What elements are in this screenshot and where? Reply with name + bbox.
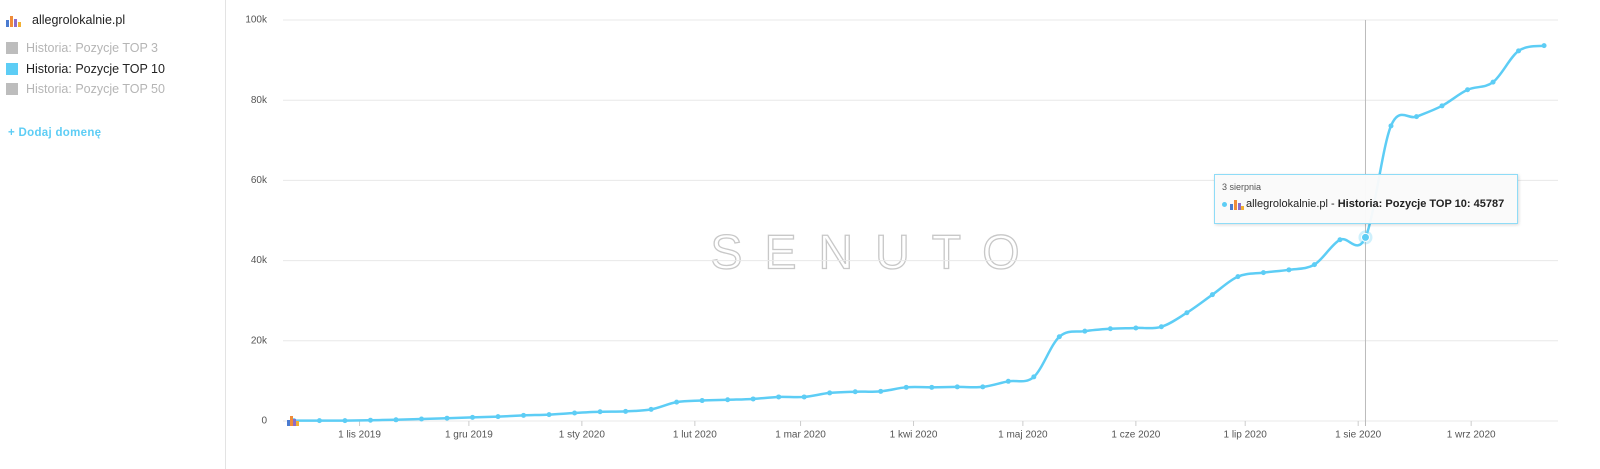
data-point [1133, 325, 1139, 331]
data-point [597, 409, 603, 415]
x-tick-label: 1 lip 2020 [1224, 430, 1268, 441]
data-point [1337, 237, 1343, 243]
domain-icon [6, 16, 21, 27]
data-point [418, 416, 424, 422]
x-tick-label: 1 cze 2020 [1111, 430, 1160, 441]
x-tick-label: 1 lis 2019 [338, 430, 381, 441]
sidebar: allegrolokalnie.pl Historia: Pozycje TOP… [0, 0, 226, 469]
legend-label: Historia: Pozycje TOP 3 [26, 41, 159, 55]
data-point [1184, 310, 1190, 316]
data-point [1311, 262, 1317, 268]
x-tick-label: 1 lut 2020 [673, 430, 717, 441]
domain-row[interactable]: allegrolokalnie.pl [6, 13, 125, 27]
origin-icon [287, 420, 290, 426]
data-point [1465, 87, 1471, 93]
x-tick-label: 1 gru 2019 [445, 430, 493, 441]
data-point [980, 384, 986, 390]
x-tick-label: 1 maj 2020 [998, 430, 1048, 441]
watermark: SENUTO [710, 227, 1041, 280]
add-domain-link[interactable]: + Dodaj domenę [8, 127, 102, 139]
legend-label: Historia: Pozycje TOP 50 [26, 82, 165, 96]
origin-icon [293, 419, 296, 426]
data-point [342, 418, 348, 424]
origin-icon [290, 416, 293, 426]
data-point [929, 384, 935, 390]
legend-label: Historia: Pozycje TOP 10 [26, 62, 165, 76]
data-point [1490, 79, 1496, 85]
data-point [1260, 270, 1266, 276]
data-point [521, 412, 527, 418]
x-tick-label: 1 kwi 2020 [890, 430, 938, 441]
data-point [1031, 374, 1037, 380]
data-point [725, 397, 731, 403]
data-point [954, 384, 960, 390]
data-point [546, 412, 552, 418]
x-tick-label: 1 wrz 2020 [1447, 430, 1496, 441]
data-point [1516, 48, 1522, 54]
tooltip-value: Historia: Pozycje TOP 10: 45787 [1337, 198, 1505, 210]
y-tick-label: 40k [251, 255, 268, 266]
data-point [878, 388, 884, 394]
data-point [699, 398, 705, 404]
y-tick-label: 60k [251, 175, 268, 186]
data-point [1439, 103, 1445, 109]
domain-name: allegrolokalnie.pl [32, 13, 126, 27]
data-point [648, 406, 654, 412]
legend-item[interactable]: Historia: Pozycje TOP 50 [6, 82, 165, 96]
data-point [801, 394, 807, 400]
data-point [1414, 114, 1420, 120]
data-point [623, 408, 629, 414]
data-point [750, 396, 756, 402]
data-point [495, 414, 501, 420]
y-tick-label: 20k [251, 335, 268, 346]
x-tick-label: 1 sie 2020 [1335, 430, 1382, 441]
hover-point [1360, 232, 1370, 242]
legend-swatch [6, 63, 18, 75]
x-tick-label: 1 mar 2020 [775, 430, 826, 441]
data-point [1005, 378, 1011, 384]
y-tick-label: 80k [251, 95, 268, 106]
data-point [444, 415, 450, 421]
tooltip-date: 3 sierpnia [1222, 182, 1262, 192]
tooltip: 3 sierpnia allegrolokalnie.pl - Historia… [1214, 174, 1518, 224]
y-tick-label: 100k [245, 15, 268, 26]
x-tick-label: 1 sty 2020 [559, 430, 606, 441]
data-point [1082, 328, 1088, 334]
data-point [470, 414, 476, 420]
data-point [1158, 324, 1164, 330]
data-point [903, 384, 909, 390]
data-point [1286, 267, 1292, 273]
tooltip-row: allegrolokalnie.pl - Historia: Pozycje T… [1222, 198, 1504, 210]
data-point [1107, 326, 1113, 332]
legend-item[interactable]: Historia: Pozycje TOP 10 [6, 62, 165, 76]
data-point [827, 390, 833, 396]
data-point [1388, 123, 1394, 129]
data-point [1541, 43, 1547, 49]
y-tick-label: 0 [261, 416, 267, 427]
tooltip-icon [1230, 200, 1244, 210]
data-point [367, 417, 373, 423]
tooltip-dot [1222, 201, 1227, 207]
data-point [1209, 292, 1215, 298]
data-point [674, 399, 680, 405]
data-point [776, 394, 782, 400]
legend-item[interactable]: Historia: Pozycje TOP 3 [6, 41, 158, 55]
origin-icon [296, 421, 299, 426]
data-point [1056, 334, 1062, 340]
data-point [1235, 274, 1241, 280]
data-point [316, 418, 322, 424]
data-point [572, 410, 578, 416]
legend-swatch [6, 42, 18, 54]
data-point [852, 389, 858, 395]
legend-swatch [6, 83, 18, 95]
data-point [393, 417, 399, 423]
tooltip-prefix: allegrolokalnie.pl - [1246, 198, 1338, 210]
